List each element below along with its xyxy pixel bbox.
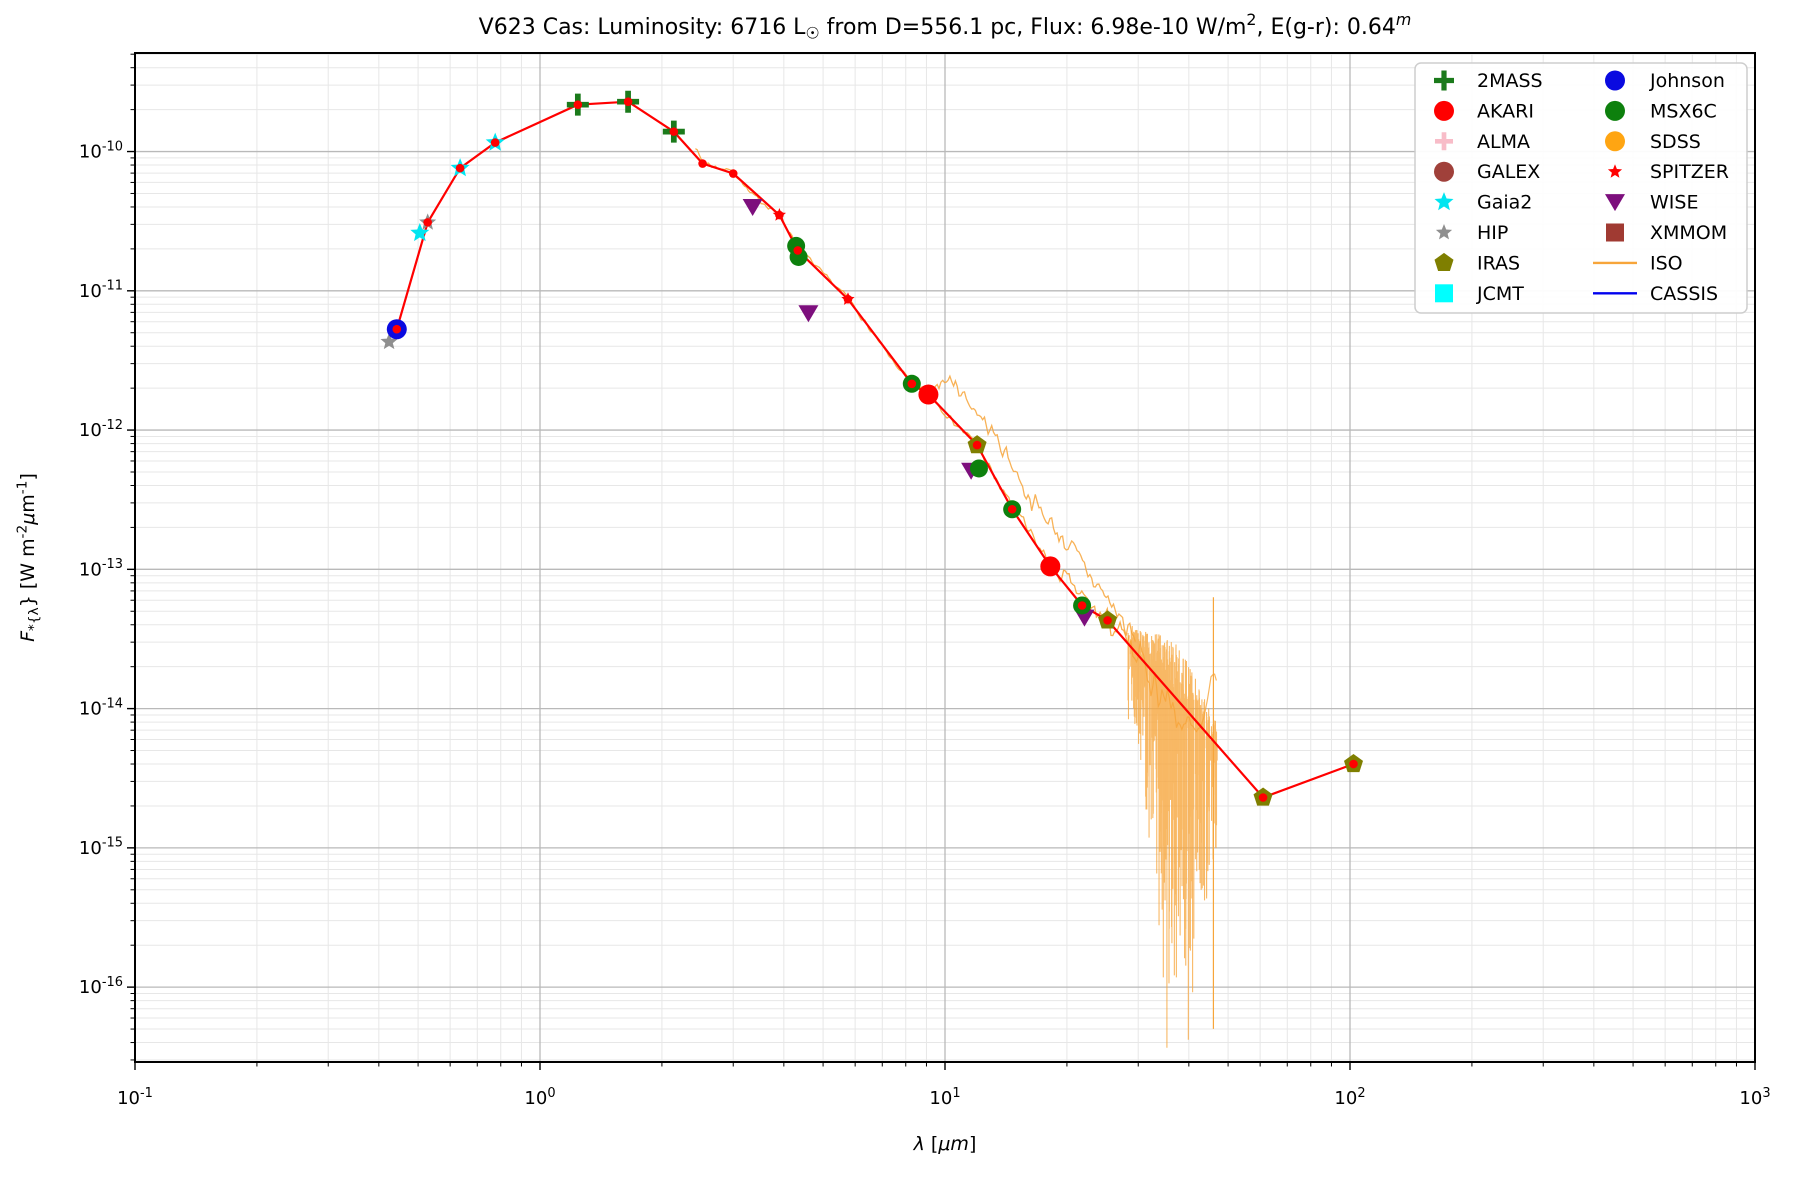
legend-entry-xmmom: XMMOM xyxy=(1606,222,1727,244)
legend-label: CASSIS xyxy=(1650,283,1718,305)
legend-entry-2mass: 2MASS xyxy=(1434,70,1543,92)
legend-entry-iso: ISO xyxy=(1593,252,1683,274)
x-tick-label: 103 xyxy=(1739,1086,1770,1109)
legend-label: SPITZER xyxy=(1650,161,1729,183)
x-tick-label: 100 xyxy=(524,1086,555,1109)
legend-box xyxy=(1414,62,1748,314)
y-tick-label: 10-13 xyxy=(79,557,123,580)
legend-entry-jcmt: JCMT xyxy=(1435,283,1524,305)
x-tick-label: 101 xyxy=(929,1086,960,1109)
legend-label: JCMT xyxy=(1476,283,1524,305)
legend-label: XMMOM xyxy=(1650,222,1727,244)
legend-entry-spitzer: SPITZER xyxy=(1607,161,1729,183)
legend-entry-johnson: Johnson xyxy=(1605,70,1725,92)
legend-entry-alma: ALMA xyxy=(1435,131,1530,153)
legend: 2MASS AKARI ALMA GALEX Gaia2 HIP IRAS JCMT Johns… xyxy=(1414,62,1748,314)
iso-noise-burst xyxy=(1127,626,1218,1048)
legend-label: WISE xyxy=(1650,192,1698,214)
legend-label: HIP xyxy=(1477,222,1508,244)
legend-entry-wise: WISE xyxy=(1605,192,1698,214)
y-tick-label: 10-14 xyxy=(79,696,123,719)
y-tick-label: 10-11 xyxy=(79,279,123,302)
legend-label: ISO xyxy=(1650,252,1683,274)
legend-entry-sdss: SDSS xyxy=(1605,131,1701,153)
legend-entry-akari: AKARI xyxy=(1434,100,1534,122)
x-tick-label: 10-1 xyxy=(117,1086,153,1109)
iso-offset-trace xyxy=(923,374,1136,642)
legend-label: 2MASS xyxy=(1477,70,1543,92)
y-tick-label: 10-16 xyxy=(79,975,123,998)
axes: 10-1 100 101 102 103 10-10 10-11 10-12 10-13 10-1… xyxy=(14,10,1770,1155)
grid xyxy=(134,53,1756,1062)
x-tick-label: 102 xyxy=(1334,1086,1365,1109)
y-tick-label: 10-10 xyxy=(79,139,123,162)
legend-label: Johnson xyxy=(1649,70,1725,92)
legend-entry-galex: GALEX xyxy=(1434,161,1540,183)
legend-entry-gaia2: Gaia2 xyxy=(1434,192,1532,214)
legend-label: GALEX xyxy=(1477,161,1540,183)
x-axis-label: λ [μm] xyxy=(913,1133,977,1155)
y-tick-label: 10-12 xyxy=(79,418,123,441)
chart-title: V623 Cas: Luminosity: 6716 L☉ from D=556… xyxy=(479,10,1412,42)
legend-entry-hip: HIP xyxy=(1435,222,1508,244)
y-axis-label: F*{λ} [W m-2μm-1] xyxy=(14,473,41,642)
legend-entry-cassis: CASSIS xyxy=(1593,283,1718,305)
legend-label: ALMA xyxy=(1477,131,1530,153)
legend-label: MSX6C xyxy=(1650,100,1717,122)
legend-label: Gaia2 xyxy=(1477,192,1532,214)
legend-entry-iras: IRAS xyxy=(1434,252,1520,274)
y-tick-label: 10-15 xyxy=(79,836,123,859)
legend-label: IRAS xyxy=(1477,252,1520,274)
model-vertex-dots xyxy=(392,97,1358,802)
plot-data xyxy=(380,90,1363,1048)
legend-label: SDSS xyxy=(1650,131,1701,153)
legend-label: AKARI xyxy=(1477,100,1534,122)
legend-entry-msx6c: MSX6C xyxy=(1605,100,1717,122)
